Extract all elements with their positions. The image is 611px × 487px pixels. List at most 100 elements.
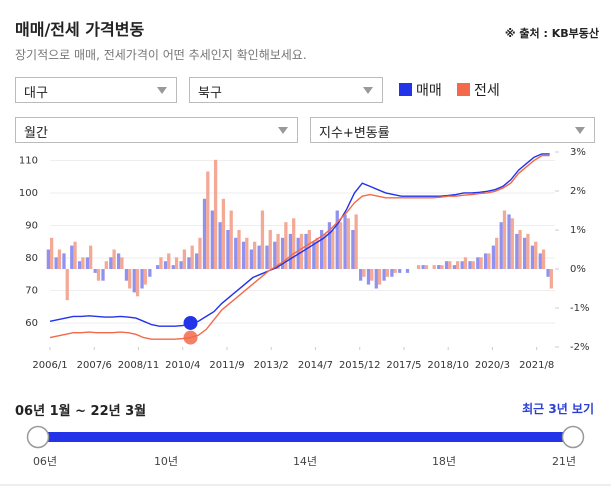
change-bar bbox=[522, 237, 527, 269]
change-bar bbox=[198, 237, 202, 269]
x-tick-label: 2018/10 bbox=[427, 360, 469, 371]
index-line bbox=[49, 153, 550, 327]
change-bar bbox=[502, 210, 507, 269]
change-bar bbox=[366, 269, 371, 285]
y-tick-label: 80 bbox=[25, 253, 38, 264]
change-bar bbox=[359, 269, 363, 281]
x-tick-label: 2010/4 bbox=[165, 360, 200, 371]
change-bar bbox=[518, 230, 522, 269]
change-bar bbox=[331, 230, 335, 269]
change-bar bbox=[534, 241, 538, 269]
change-bar bbox=[346, 218, 350, 269]
change-bar bbox=[424, 265, 429, 269]
change-bar bbox=[455, 261, 460, 269]
change-bar bbox=[89, 245, 93, 269]
change-bar bbox=[265, 245, 269, 269]
change-bar bbox=[444, 261, 449, 269]
change-bar bbox=[195, 253, 199, 269]
change-bar bbox=[182, 249, 187, 269]
change-bar bbox=[452, 265, 456, 269]
change-bar bbox=[515, 233, 519, 269]
change-bar bbox=[187, 257, 191, 269]
change-bar bbox=[319, 230, 324, 269]
change-bar bbox=[530, 245, 535, 269]
slider-handle[interactable] bbox=[561, 425, 585, 449]
change-bar bbox=[549, 269, 553, 289]
period-select[interactable]: 월간 bbox=[15, 117, 298, 143]
change-bar bbox=[460, 261, 464, 269]
recent-button[interactable]: 최근 3년 보기 bbox=[522, 402, 594, 416]
change-bar bbox=[351, 230, 355, 269]
change-bar bbox=[174, 257, 179, 269]
change-bar bbox=[499, 222, 503, 269]
change-bar bbox=[276, 233, 280, 269]
change-bar bbox=[257, 245, 261, 269]
change-bar bbox=[370, 269, 374, 281]
y2-tick-label: -2% bbox=[570, 342, 589, 353]
change-bar bbox=[128, 269, 132, 289]
change-bar bbox=[354, 214, 358, 269]
change-bar bbox=[124, 269, 129, 281]
y-tick-label: 60 bbox=[25, 318, 38, 329]
view-select[interactable]: 지수+변동률 bbox=[310, 117, 595, 143]
change-bar bbox=[46, 249, 50, 269]
change-bar bbox=[96, 269, 101, 281]
change-bar bbox=[327, 222, 332, 269]
change-bar bbox=[234, 237, 238, 269]
slider-handle[interactable] bbox=[26, 425, 50, 449]
slider-tick: 06년 bbox=[32, 455, 58, 468]
change-bar bbox=[163, 261, 168, 269]
change-bar bbox=[385, 269, 390, 277]
y2-tick-label: 2% bbox=[570, 186, 586, 197]
x-tick-label: 2021/8 bbox=[519, 360, 554, 371]
y-tick-label: 110 bbox=[19, 155, 38, 166]
change-bar bbox=[541, 249, 546, 269]
legend-label: 전세 bbox=[474, 83, 500, 99]
slider-tick: 10년 bbox=[153, 455, 179, 468]
subtitle: 장기적으로 매매, 전세가격이 어떤 추세인지 확인해보세요. bbox=[15, 48, 307, 62]
change-bar bbox=[390, 269, 394, 277]
lease-checkbox[interactable] bbox=[457, 83, 470, 96]
sale-checkbox[interactable] bbox=[399, 83, 412, 96]
change-bar bbox=[468, 261, 472, 269]
change-bar bbox=[284, 222, 288, 269]
change-bar bbox=[132, 269, 136, 293]
change-bar bbox=[546, 269, 550, 277]
index-line bbox=[49, 154, 550, 340]
change-bar bbox=[288, 233, 293, 269]
change-bar bbox=[338, 222, 343, 269]
slider-tick: 21년 bbox=[551, 455, 577, 468]
change-bar bbox=[190, 245, 194, 269]
change-bar bbox=[81, 257, 85, 269]
change-bar bbox=[237, 230, 241, 269]
region-select[interactable]: 대구 bbox=[15, 77, 177, 103]
change-bar bbox=[93, 269, 97, 273]
change-bar bbox=[307, 230, 311, 269]
change-bar bbox=[109, 257, 113, 269]
change-bar bbox=[538, 253, 542, 269]
x-tick-label: 2008/11 bbox=[118, 360, 160, 371]
change-bar bbox=[343, 214, 347, 269]
change-bar bbox=[382, 269, 386, 281]
x-tick-label: 2020/3 bbox=[475, 360, 510, 371]
change-bar bbox=[65, 269, 69, 301]
slider-tick: 18년 bbox=[431, 455, 457, 468]
change-bar bbox=[249, 249, 253, 269]
change-bar bbox=[479, 257, 483, 269]
district-select[interactable]: 북구 bbox=[189, 77, 383, 103]
slider-track bbox=[38, 432, 573, 442]
change-bar bbox=[104, 261, 108, 269]
change-bar bbox=[280, 237, 285, 269]
change-bar bbox=[135, 269, 140, 297]
change-bar bbox=[304, 233, 308, 269]
change-bar bbox=[448, 261, 452, 269]
change-bar bbox=[50, 237, 54, 269]
change-bar bbox=[398, 269, 402, 273]
source: ※ 출처 : KB부동산 bbox=[504, 27, 599, 40]
change-bar bbox=[432, 265, 436, 269]
change-bar bbox=[179, 261, 183, 269]
change-bar bbox=[471, 261, 475, 269]
title: 매매/전세 가격변동 bbox=[15, 20, 145, 39]
change-bar bbox=[140, 269, 144, 289]
change-bar bbox=[167, 253, 171, 269]
